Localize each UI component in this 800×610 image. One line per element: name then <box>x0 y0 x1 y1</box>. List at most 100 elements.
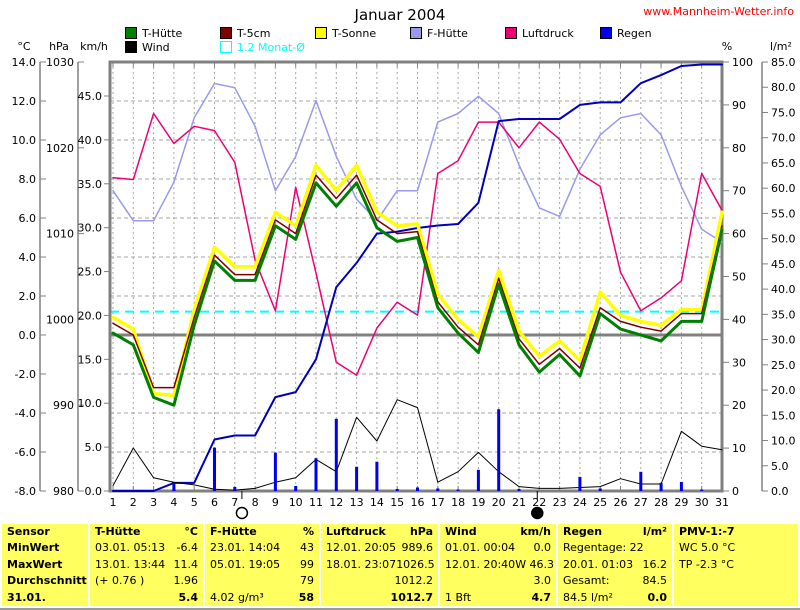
day-label: 5 <box>191 496 198 509</box>
legend-label: T-5cm <box>237 26 271 40</box>
lm2-tick-label: 0.0 <box>771 485 789 498</box>
stat-data-row: Gesamt: 84.5 <box>558 573 672 589</box>
plot-border <box>108 60 724 493</box>
stats-col-wind: Wind km/h 01.01. 00:04 0.0 12.01. 20:40 W 46.… <box>440 524 556 606</box>
hpa-tick-label: 1020 <box>46 142 74 155</box>
stat-data-row: 4.02 g/m³ 58 <box>205 590 319 606</box>
site-url-link[interactable]: www.Mannheim-Wetter.info <box>643 5 794 18</box>
rain-bar <box>700 489 704 491</box>
cell-label: 20.01. 01:03 <box>563 557 634 571</box>
cell-label: 12.01. 20:05 <box>326 541 397 555</box>
legend-item-1-2-monat-: 1.2 Monat-Ø <box>220 40 305 54</box>
kmh-tick-label: 20.0 <box>78 309 103 322</box>
percent-axis-header: % <box>722 40 732 53</box>
legend-item-regen: Regen <box>600 27 652 40</box>
cell-value: km/h <box>520 525 551 538</box>
lm2-tick-label: 25.0 <box>771 359 796 372</box>
stat-data-row: 1012.2 <box>321 573 438 589</box>
stat-header-row: Wind km/h <box>440 524 556 540</box>
day-label: 21 <box>512 496 526 509</box>
day-label: 4 <box>170 496 177 509</box>
cell-value: 58 <box>298 590 314 604</box>
hpa-tick-label: 980 <box>53 485 74 498</box>
cell-value: °C <box>184 525 198 538</box>
pmv-line: TP -2.3 °C <box>674 557 798 573</box>
rain-bar <box>639 471 643 491</box>
stat-data-row: Regentage: 22 <box>558 540 672 556</box>
rain-bar <box>375 461 379 491</box>
celsius-tick-label: 12.0 <box>12 95 37 108</box>
rain-bar <box>436 488 440 491</box>
cell-value: 99 <box>300 557 314 571</box>
rain-bar <box>213 447 216 491</box>
cell-value: 1026.5 <box>396 557 435 571</box>
cell-label: 4.02 g/m³ <box>210 590 264 604</box>
hpa-tick-label: 990 <box>53 399 74 412</box>
day-label: 28 <box>654 496 668 509</box>
day-label: 16 <box>411 496 425 509</box>
cell-label: MaxWert <box>7 557 63 571</box>
day-label: 8 <box>252 496 259 509</box>
day-label: 6 <box>211 496 218 509</box>
cell-value: 1.96 <box>173 574 199 588</box>
stat-header-row: Luftdruck hPa <box>321 524 438 540</box>
day-label: 15 <box>390 496 404 509</box>
stat-data-row: 18.01. 23:07 1026.5 <box>321 557 438 573</box>
rain-bar <box>355 466 359 491</box>
lm2-tick-label: 30.0 <box>771 334 796 347</box>
day-label: 7 <box>231 496 238 509</box>
cell-value: 1012.7 <box>390 590 433 604</box>
day-label: 11 <box>309 496 323 509</box>
legend-label: Luftdruck <box>522 26 574 40</box>
stats-col-luftdruck: Luftdruck hPa 12.01. 20:05 989.6 18.01. 23:0… <box>321 524 438 606</box>
stat-row-label: MaxWert <box>2 557 88 573</box>
celsius-tick-label: 6.0 <box>19 212 37 225</box>
day-label: 2 <box>130 496 137 509</box>
cell-label: 03.01. 05:13 <box>95 541 166 555</box>
celsius-tick-label: 14.0 <box>12 56 37 69</box>
percent-tick-label: 50 <box>732 271 746 284</box>
lm2-tick-label: 20.0 <box>771 384 796 397</box>
legend-label: T-Sonne <box>332 26 377 40</box>
legend-item-t-h-tte: T-Hütte <box>125 27 182 40</box>
rain-bar <box>497 409 501 491</box>
lm2-tick-label: 70.0 <box>771 132 796 145</box>
cell-label: Regen <box>563 525 603 538</box>
cell-value: 43 <box>300 541 314 555</box>
kmh-tick-label: 35.0 <box>78 178 103 191</box>
rain-bar <box>659 482 663 491</box>
cell-value: -6.4 <box>176 541 198 555</box>
day-label: 24 <box>573 496 587 509</box>
lm2-tick-label: 55.0 <box>771 207 796 220</box>
lm2-tick-label: 60.0 <box>771 182 796 195</box>
percent-tick-label: 60 <box>732 228 746 241</box>
cell-value: hPa <box>409 525 433 538</box>
legend-label: 1.2 Monat-Ø <box>237 40 305 54</box>
pmv-header: PMV-1:-7 <box>674 524 798 540</box>
cell-label: 05.01. 19:05 <box>210 557 281 571</box>
rain-bar <box>314 458 318 491</box>
day-label: 3 <box>150 496 157 509</box>
kmh-tick-label: 0.0 <box>85 485 103 498</box>
legend-label: Wind <box>142 40 170 54</box>
day-label: 27 <box>634 496 648 509</box>
legend-swatch-icon <box>410 27 422 39</box>
stat-data-row: 12.01. 20:40 W 46.3 <box>440 557 556 573</box>
cell-value: 0.0 <box>533 541 552 555</box>
stat-data-row: 3.0 <box>440 573 556 589</box>
celsius-tick-label: -4.0 <box>15 407 36 420</box>
rain-bar <box>578 476 582 491</box>
rain-bar <box>416 487 419 491</box>
day-label: 12 <box>329 496 343 509</box>
cell-label: 18.01. 23:07 <box>326 557 397 571</box>
legend-item-luftdruck: Luftdruck <box>505 26 574 40</box>
stat-header-row: F-Hütte% <box>205 524 319 540</box>
celsius-tick-label: 0.0 <box>19 329 37 342</box>
legend-swatch-icon <box>125 27 137 39</box>
day-label: 14 <box>370 496 384 509</box>
celsius-tick-label: 4.0 <box>19 251 37 264</box>
stat-data-row: 5.4 <box>90 590 203 606</box>
cell-label: Wind <box>445 525 477 538</box>
cell-label: Luftdruck <box>326 525 386 538</box>
